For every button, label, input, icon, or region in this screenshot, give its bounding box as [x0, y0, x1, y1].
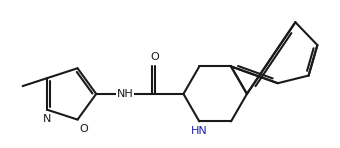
Text: O: O	[80, 124, 89, 134]
Text: HN: HN	[191, 126, 208, 136]
Text: O: O	[151, 52, 159, 62]
Text: NH: NH	[116, 89, 133, 99]
Text: N: N	[43, 114, 52, 124]
